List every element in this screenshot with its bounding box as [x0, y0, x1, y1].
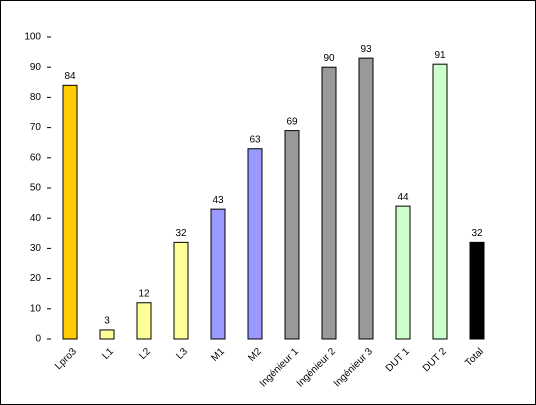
y-tick-label: 100 — [24, 32, 41, 43]
bar — [432, 63, 448, 340]
y-tick-label: 0 — [35, 334, 41, 345]
bar — [395, 205, 411, 340]
value-label: 32 — [471, 228, 483, 239]
value-label: 93 — [360, 44, 372, 55]
value-label: 84 — [64, 71, 76, 82]
y-tick-label: 80 — [30, 92, 42, 103]
y-tick-label: 10 — [30, 303, 42, 314]
value-label: 12 — [138, 288, 150, 299]
y-tick-label: 30 — [30, 243, 42, 254]
value-label: 91 — [434, 50, 446, 61]
y-tick-label: 50 — [30, 183, 42, 194]
y-tick-label: 60 — [30, 152, 42, 163]
bar — [62, 84, 78, 340]
bar — [173, 241, 189, 340]
value-label: 3 — [104, 316, 110, 327]
bar — [247, 148, 263, 340]
bar — [469, 241, 485, 340]
y-tick-label: 70 — [30, 122, 42, 133]
value-label: 90 — [323, 53, 335, 64]
value-label: 44 — [397, 192, 409, 203]
bar — [136, 302, 152, 340]
bar — [321, 66, 337, 340]
value-label: 69 — [286, 116, 298, 127]
y-tick-label: 20 — [30, 273, 42, 284]
bar — [210, 208, 226, 340]
y-tick-label: 40 — [30, 213, 42, 224]
bar — [358, 57, 374, 340]
bar — [284, 130, 300, 340]
value-label: 63 — [249, 134, 261, 145]
bar — [99, 329, 115, 340]
value-label: 43 — [212, 195, 224, 206]
y-tick-label: 90 — [30, 62, 42, 73]
value-label: 32 — [175, 228, 187, 239]
